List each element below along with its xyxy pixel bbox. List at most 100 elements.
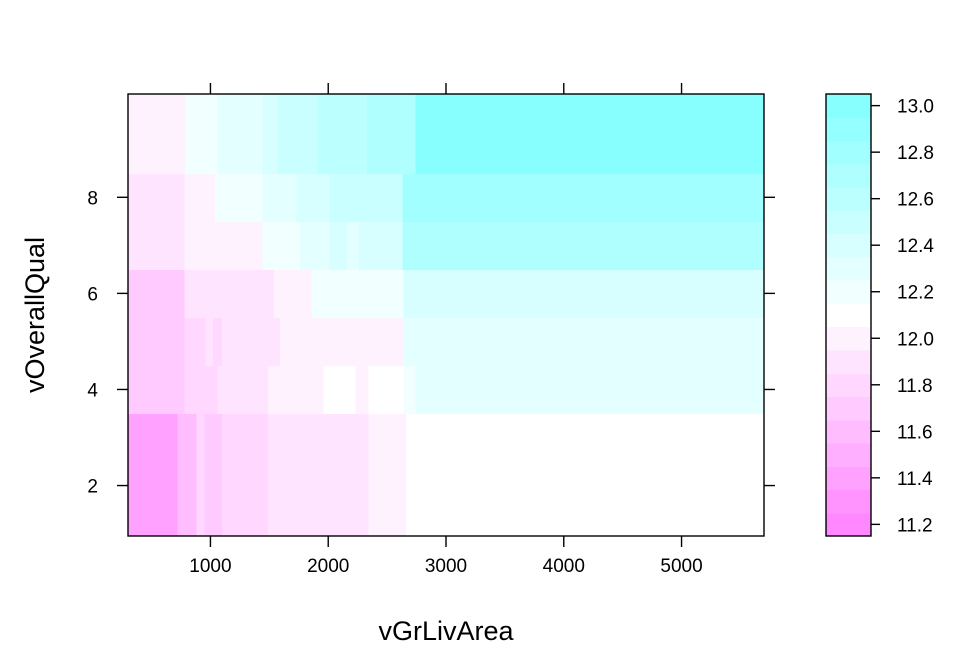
color-key-swatch xyxy=(826,256,871,281)
heatmap-cell xyxy=(368,365,405,415)
heatmap-cell xyxy=(317,94,368,174)
heatmap-cell xyxy=(403,365,416,415)
x-tick-label: 4000 xyxy=(543,556,585,577)
x-tick-label: 1000 xyxy=(189,556,231,577)
heatmap-cell xyxy=(299,221,330,270)
heatmap-cell xyxy=(403,317,765,367)
heatmap-cell xyxy=(279,317,405,367)
y-axis: 2 4 6 8 xyxy=(87,188,775,498)
x-tick-label: 3000 xyxy=(425,556,467,577)
heatmap-cell xyxy=(405,413,765,537)
heatmap-cell xyxy=(277,94,319,174)
color-key-tick-label: 11.6 xyxy=(897,422,933,443)
heatmap-cell xyxy=(268,365,325,415)
heatmap-cell xyxy=(415,94,765,174)
heatmap-cell xyxy=(262,221,301,270)
heatmap-cell xyxy=(185,94,219,174)
heatmap-cell xyxy=(358,221,404,270)
heatmap-cell xyxy=(223,269,275,318)
heatmap-cell xyxy=(311,269,405,318)
heatmap-cell xyxy=(360,173,404,222)
heatmap-cell xyxy=(296,173,330,222)
heatmap-cell xyxy=(323,365,356,415)
y-tick-label: 4 xyxy=(87,380,98,401)
color-key-tick-label: 12.8 xyxy=(897,143,934,164)
x-tick-label: 5000 xyxy=(660,556,702,577)
color-key-tick-label: 12.2 xyxy=(897,283,934,304)
heatmap-cell xyxy=(128,221,186,270)
heatmap-cell xyxy=(205,317,214,367)
color-key-swatch xyxy=(826,349,871,374)
heatmap-cell xyxy=(215,173,263,222)
heatmap-cell xyxy=(204,413,213,537)
heatmap-cell xyxy=(185,413,197,537)
heatmap-cell xyxy=(368,413,407,537)
heatmap-cell xyxy=(177,413,187,537)
heatmap-cell xyxy=(403,269,765,318)
y-tick-label: 2 xyxy=(87,477,98,498)
x-tick-label: 2000 xyxy=(307,556,349,577)
heatmap-cell xyxy=(196,413,206,537)
heatmap-cell xyxy=(128,269,186,318)
heatmap-cells xyxy=(128,94,765,537)
heatmap-cell xyxy=(184,269,224,318)
heatmap-cell xyxy=(347,221,360,270)
heatmap-cell xyxy=(274,269,313,318)
color-key-frame xyxy=(825,93,872,537)
heatmap-cell xyxy=(355,365,369,415)
y-tick-label: 8 xyxy=(87,188,98,209)
y-axis-title: vOverallQual xyxy=(20,237,50,393)
color-key-swatch xyxy=(826,117,871,142)
heatmap-cell xyxy=(184,173,216,222)
color-key-swatch xyxy=(826,303,871,328)
heatmap-cell xyxy=(184,365,219,415)
heatmap-cell xyxy=(128,173,186,222)
color-key-swatch xyxy=(826,210,871,235)
heatmap-cell xyxy=(211,413,223,537)
heatmap-cell xyxy=(222,317,257,367)
color-key-swatch xyxy=(826,163,871,188)
color-key-swatch xyxy=(826,396,871,421)
color-key-swatch xyxy=(826,280,871,304)
x-axis-title: vGrLivArea xyxy=(378,616,514,646)
color-key: 11.2 11.4 11.6 11.8 12.0 12.2 12.4 12.6 12.8 13.0 xyxy=(825,93,934,537)
color-key-swatch xyxy=(826,489,871,514)
heatmap-cell xyxy=(262,94,279,174)
y-tick-label: 6 xyxy=(87,284,98,305)
color-key-tick-label: 13.0 xyxy=(897,97,934,118)
heatmap-cell xyxy=(268,413,369,537)
heatmap-cell xyxy=(402,221,765,270)
heatmap-cell xyxy=(128,317,186,367)
color-key-swatch xyxy=(826,94,871,118)
heatmap-cell xyxy=(222,413,269,537)
heatmap-cell xyxy=(212,317,223,367)
heatmap-cell xyxy=(217,365,269,415)
heatmap-cell xyxy=(262,173,298,222)
color-key-swatch xyxy=(826,233,871,258)
color-key-swatch xyxy=(826,140,871,165)
color-key-tick-label: 12.6 xyxy=(897,190,934,211)
color-key-swatch xyxy=(826,512,871,537)
heatmap-cell xyxy=(329,221,348,270)
color-key-tick-label: 11.8 xyxy=(897,376,933,397)
heatmap-cell xyxy=(128,365,186,415)
color-key-swatch xyxy=(826,326,871,351)
x-axis: 1000 2000 3000 4000 5000 xyxy=(189,83,703,577)
heatmap-cell xyxy=(128,94,187,174)
color-key-swatch xyxy=(826,442,871,467)
heatmap-cell xyxy=(256,317,281,367)
color-key-tick-label: 11.2 xyxy=(897,515,933,536)
color-key-swatch xyxy=(826,373,871,398)
heatmap-cell xyxy=(217,94,263,174)
heatmap-cell xyxy=(367,94,416,174)
color-key-tick-label: 12.0 xyxy=(897,329,934,350)
heatmap-cell xyxy=(402,173,765,222)
heatmap-cell xyxy=(128,413,179,537)
color-key-tick-label: 11.4 xyxy=(897,469,933,490)
heatmap-cell xyxy=(415,365,765,415)
color-key-swatch xyxy=(826,466,871,491)
color-key-swatch xyxy=(826,419,871,444)
color-key-tick-label: 12.4 xyxy=(897,236,934,257)
heatmap-cell xyxy=(184,221,263,270)
